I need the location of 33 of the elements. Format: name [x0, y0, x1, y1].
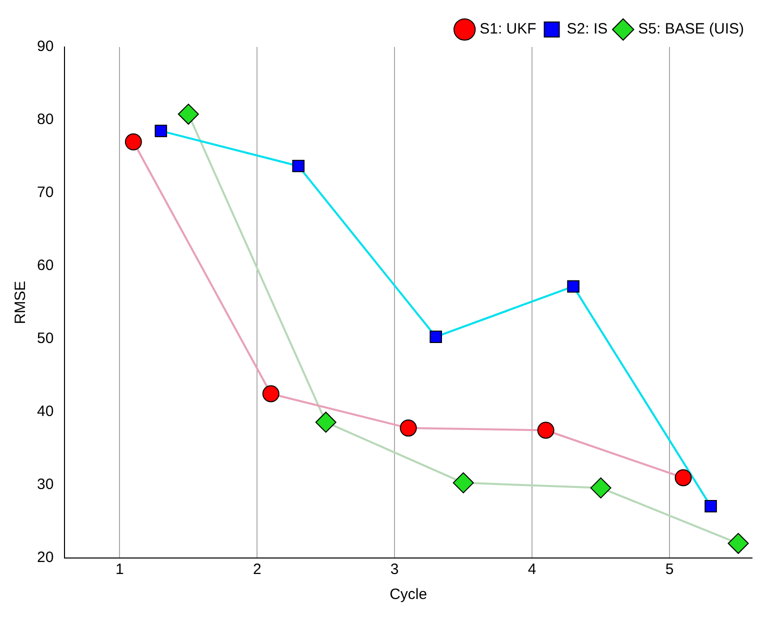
y-tick-label: 60	[36, 257, 54, 274]
point	[704, 500, 717, 512]
x-tick-label: 2	[252, 561, 262, 578]
point	[124, 133, 142, 150]
point	[430, 330, 442, 343]
legend-label: S1: UKF	[480, 20, 536, 38]
point	[674, 469, 692, 486]
legend-label: S2: IS	[566, 20, 608, 38]
x-axis-title: Cycle	[390, 586, 428, 604]
point	[178, 104, 199, 125]
point	[590, 477, 612, 498]
point	[728, 532, 749, 554]
point	[537, 422, 554, 439]
point	[154, 124, 168, 138]
y-axis-title: RMSE	[12, 280, 30, 324]
y-tick-label: 30	[36, 476, 54, 494]
legend-label: S5: BASE (UIS)	[638, 20, 744, 38]
x-tick-label: 3	[390, 561, 399, 578]
point	[400, 420, 417, 437]
point	[292, 160, 305, 172]
y-tick-label: 50	[36, 330, 54, 348]
y-tick-label: 80	[36, 111, 54, 128]
x-tick-label: 4	[528, 561, 536, 578]
point	[262, 385, 280, 402]
y-tick-label: 70	[36, 184, 54, 202]
y-tick-label: 20	[36, 549, 54, 566]
point	[315, 412, 336, 433]
point	[452, 472, 474, 494]
y-tick-label: 40	[36, 403, 54, 420]
x-tick-label: 5	[665, 561, 674, 578]
point	[567, 280, 580, 293]
x-tick-label: 1	[116, 561, 124, 578]
y-tick-label: 90	[36, 38, 54, 56]
